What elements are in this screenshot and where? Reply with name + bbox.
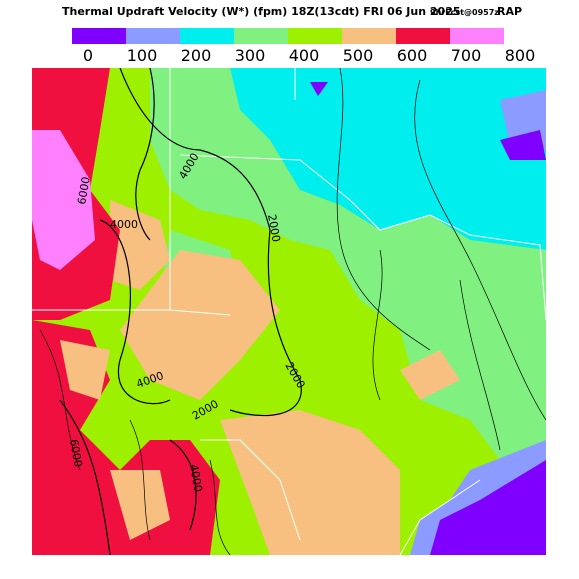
color-legend: 0 100 200 300 400 500 600 700 800 <box>72 28 535 65</box>
legend-label: 0 <box>83 46 93 65</box>
model: RAP <box>497 5 522 18</box>
legend-label: 700 <box>451 46 482 65</box>
contour-label: 4000 <box>187 463 205 493</box>
contour-label: 4000 <box>110 218 138 231</box>
legend-label: 800 <box>505 46 536 65</box>
legend-label: 400 <box>289 46 320 65</box>
legend-label: 200 <box>181 46 212 65</box>
contour-label: 6000 <box>67 438 85 468</box>
title: Thermal Updraft Velocity (W*) (fpm) 18Z(… <box>62 5 461 18</box>
contour-label: 2000 <box>265 213 283 243</box>
legend-label: 600 <box>397 46 428 65</box>
legend-label: 500 <box>343 46 374 65</box>
legend-swatch <box>126 28 180 44</box>
forecast-info: 9hrFcst@0957z <box>430 8 499 17</box>
legend-swatch <box>288 28 342 44</box>
legend-label: 300 <box>235 46 266 65</box>
legend-swatch <box>396 28 450 44</box>
legend-swatch <box>234 28 288 44</box>
legend-swatch <box>72 28 126 44</box>
map: 6000 4000 4000 2000 2000 4000 2000 6000 … <box>32 68 546 555</box>
legend-swatch <box>342 28 396 44</box>
legend-swatch <box>180 28 234 44</box>
contour-label: 6000 <box>75 176 93 206</box>
legend-swatch <box>450 28 504 44</box>
legend-label: 100 <box>127 46 158 65</box>
